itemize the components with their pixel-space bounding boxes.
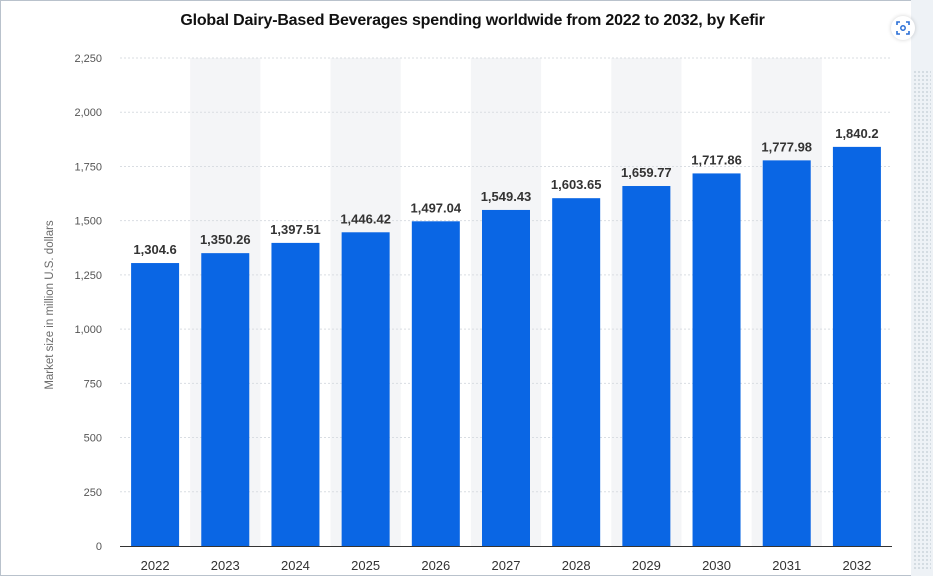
x-tick-label: 2025 <box>351 558 380 573</box>
y-tick-label: 1,500 <box>74 216 102 228</box>
bar-2031[interactable] <box>762 160 811 546</box>
data-label: 1,840.2 <box>835 126 878 141</box>
data-label: 1,350.26 <box>200 232 251 247</box>
bar-2027[interactable] <box>482 209 530 546</box>
x-tick-label: 2027 <box>492 558 521 573</box>
data-label: 1,446.42 <box>340 211 391 226</box>
bar-2026[interactable] <box>411 221 460 546</box>
bar-2023[interactable] <box>201 253 250 546</box>
bar-2022[interactable] <box>131 263 180 546</box>
bar-2030[interactable] <box>692 173 741 546</box>
x-tick-label: 2023 <box>211 558 240 573</box>
bar-2029[interactable] <box>622 186 671 546</box>
y-tick-label: 1,750 <box>74 161 102 173</box>
screenshot-icon <box>896 21 910 35</box>
data-label: 1,549.43 <box>481 189 532 204</box>
screenshot-icon-button[interactable] <box>891 16 915 40</box>
x-tick-label: 2032 <box>842 558 871 573</box>
bar-2024[interactable] <box>271 242 320 546</box>
side-panel <box>911 0 933 576</box>
y-tick-label: 1,000 <box>74 324 102 336</box>
data-label: 1,304.6 <box>133 242 176 257</box>
x-tick-label: 2022 <box>141 558 170 573</box>
x-tick-label: 2030 <box>702 558 731 573</box>
data-label: 1,603.65 <box>551 177 602 192</box>
data-label: 1,397.51 <box>270 222 321 237</box>
y-tick-label: 2,250 <box>74 53 102 65</box>
x-tick-label: 2028 <box>562 558 591 573</box>
y-tick-label: 750 <box>84 378 102 390</box>
chart-title: Global Dairy-Based Beverages spending wo… <box>180 12 765 29</box>
y-tick-label: 2,000 <box>74 107 102 119</box>
y-tick-label: 1,250 <box>74 270 102 282</box>
x-tick-label: 2031 <box>772 558 801 573</box>
y-tick-label: 0 <box>96 541 102 553</box>
data-label: 1,659.77 <box>621 165 672 180</box>
x-tick-label: 2026 <box>421 558 450 573</box>
data-label: 1,777.98 <box>761 139 812 154</box>
bar-2028[interactable] <box>552 198 601 546</box>
x-tick-label: 2024 <box>281 558 310 573</box>
x-tick-label: 2029 <box>632 558 661 573</box>
bar-2032[interactable] <box>832 146 881 546</box>
y-tick-label: 500 <box>84 433 102 445</box>
data-label: 1,717.86 <box>691 152 742 167</box>
bar-2025[interactable] <box>341 232 390 546</box>
y-tick-label: 250 <box>84 487 102 499</box>
data-label: 1,497.04 <box>411 200 462 215</box>
